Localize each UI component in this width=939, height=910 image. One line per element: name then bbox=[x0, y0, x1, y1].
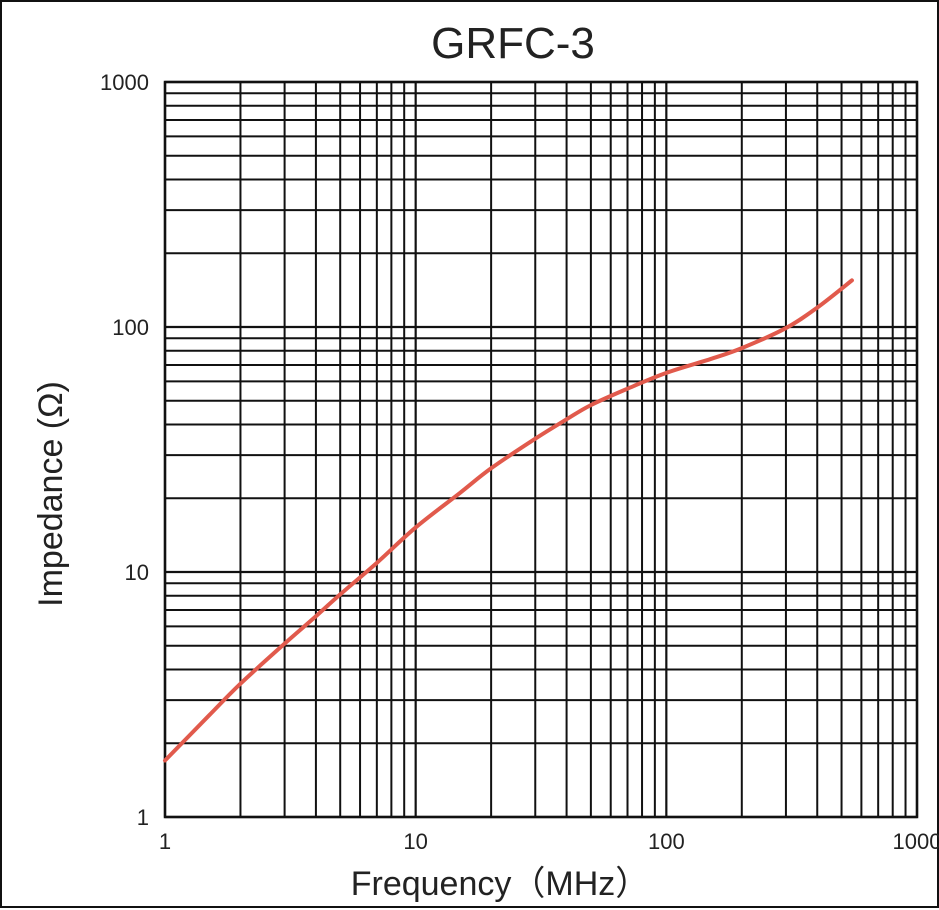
x-tick-label: 1000 bbox=[893, 829, 939, 854]
x-axis-label: Frequency（MHz） bbox=[351, 865, 650, 903]
y-tick-label: 1000 bbox=[100, 70, 149, 95]
x-tick-label: 100 bbox=[648, 829, 685, 854]
y-tick-label: 100 bbox=[112, 315, 149, 340]
grid-layer bbox=[163, 80, 919, 819]
tick-layer: 1 10 100 1000 1 10 100 1000 bbox=[100, 70, 939, 854]
y-tick-label: 10 bbox=[125, 560, 149, 585]
impedance-curve bbox=[163, 278, 854, 763]
x-tick-label: 10 bbox=[403, 829, 427, 854]
chart-title: GRFC-3 bbox=[431, 19, 595, 68]
plot-border bbox=[163, 80, 919, 819]
y-tick-label: 1 bbox=[137, 805, 149, 830]
x-tick-label: 1 bbox=[159, 829, 171, 854]
y-axis-label: Impedance (Ω) bbox=[32, 381, 70, 607]
